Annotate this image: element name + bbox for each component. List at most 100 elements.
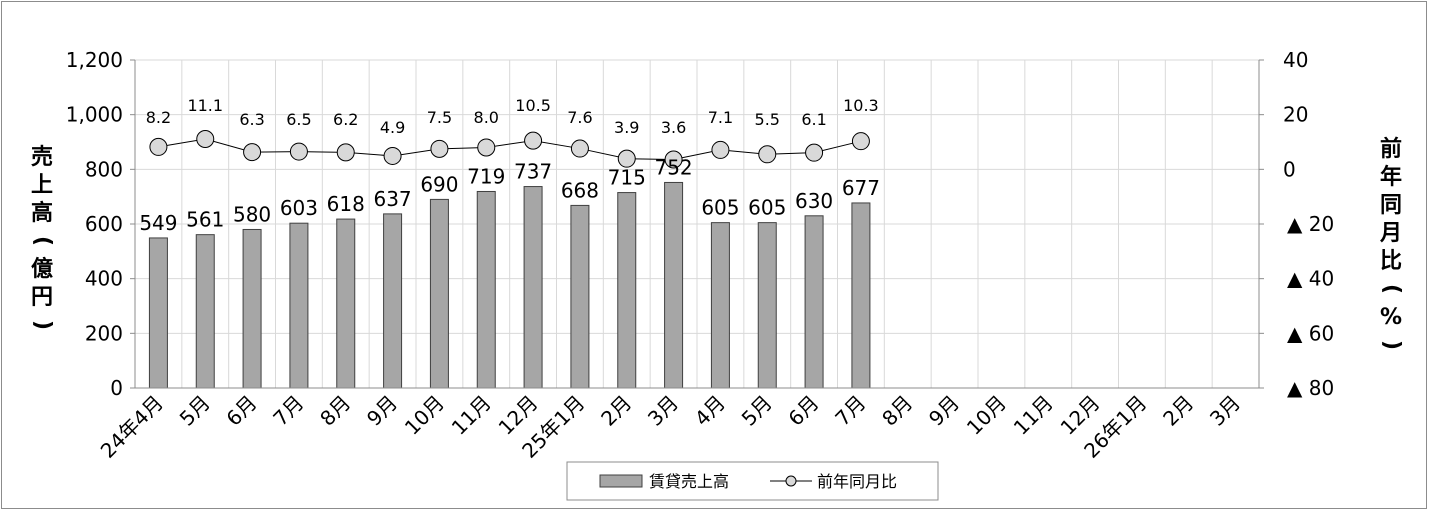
bar xyxy=(851,202,871,389)
axis-title-char: 同 xyxy=(1380,193,1402,218)
yoy-value-label: 10.5 xyxy=(515,96,551,115)
legend-line-marker xyxy=(785,475,797,487)
axis-title-char: ( xyxy=(30,236,55,246)
y2-axis-title: 前年同月比 (%) xyxy=(1379,136,1404,350)
yoy-point xyxy=(477,138,496,157)
x-tick-label: 8月 xyxy=(877,391,917,431)
x-tick-label: 7月 xyxy=(830,391,870,431)
bar-value-label: 715 xyxy=(608,166,646,190)
y2-tick-label: ▲ 60 xyxy=(1287,321,1334,345)
y2-tick-label: 40 xyxy=(1283,48,1308,72)
x-tick-label: 2月 xyxy=(596,391,636,431)
x-tick-label: 2月 xyxy=(1158,391,1198,431)
bar-value-label: 618 xyxy=(327,192,365,216)
y-tick-label: 1,200 xyxy=(66,48,123,72)
bar-value-label: 677 xyxy=(842,176,880,200)
line-series xyxy=(149,129,870,169)
yoy-point xyxy=(570,139,589,158)
axis-titles: 売上高 (億円) 前年同月比 (%) xyxy=(30,136,1404,350)
yoy-point xyxy=(805,143,824,162)
bar xyxy=(617,192,637,389)
x-tick-label: 8月 xyxy=(315,391,355,431)
yoy-value-label: 7.5 xyxy=(427,108,452,127)
yoy-value-label: 7.6 xyxy=(567,108,592,127)
y-tick-label: 600 xyxy=(85,212,123,236)
yoy-value-label: 6.1 xyxy=(801,110,826,129)
bar-value-label: 561 xyxy=(186,208,224,232)
yoy-line xyxy=(158,138,862,160)
legend: 賃貸売上高 前年同月比 xyxy=(566,461,939,501)
bar-value-label: 690 xyxy=(420,172,458,196)
yoy-point xyxy=(851,132,870,151)
yoy-point xyxy=(149,137,168,156)
x-tick-label: 11月 xyxy=(1009,391,1058,440)
x-tick-label: 9月 xyxy=(362,391,402,431)
bar-value-label: 603 xyxy=(280,196,318,220)
axis-title-char: 月 xyxy=(1379,221,1402,246)
axis-title-char: % xyxy=(1380,305,1402,330)
bar-value-label: 580 xyxy=(233,202,271,226)
yoy-value-label: 4.9 xyxy=(380,118,405,137)
yoy-value-label: 6.2 xyxy=(333,110,358,129)
y2-tick-label: 0 xyxy=(1283,157,1296,181)
yoy-point xyxy=(336,143,355,162)
bar-value-label: 719 xyxy=(467,164,505,188)
yoy-point xyxy=(243,143,262,162)
y2-tick-label: ▲ 20 xyxy=(1287,212,1334,236)
y2-tick-label: ▲ 80 xyxy=(1287,376,1334,400)
axis-title-char: 前 xyxy=(1380,136,1402,162)
x-tick-label: 3月 xyxy=(1205,391,1245,431)
bar xyxy=(148,237,168,389)
yoy-point xyxy=(617,149,636,168)
yoy-value-label: 8.2 xyxy=(146,108,171,127)
yoy-value-label: 3.9 xyxy=(614,118,639,137)
yoy-value-label: 3.6 xyxy=(661,118,686,137)
x-tick-label: 7月 xyxy=(268,391,308,431)
yoy-value-label: 6.5 xyxy=(286,110,311,129)
bar-value-label: 630 xyxy=(795,189,833,213)
bar-value-label: 668 xyxy=(561,178,599,202)
axis-title-char: 売 xyxy=(31,144,53,170)
y-axis-title: 売上高 ( 億円) xyxy=(30,144,55,330)
bar xyxy=(289,222,309,389)
bar-value-label: 605 xyxy=(701,196,739,220)
yoy-value-label: 10.3 xyxy=(843,96,879,115)
x-tick-label: 6月 xyxy=(222,391,262,431)
bar-value-label: 637 xyxy=(373,187,411,211)
axis-title-char: 上 xyxy=(31,173,53,198)
bar xyxy=(757,222,777,389)
bar-series xyxy=(148,181,871,389)
legend-bar-label: 賃貸売上高 xyxy=(649,472,729,491)
yoy-point xyxy=(196,129,215,148)
yoy-value-label: 6.3 xyxy=(239,110,264,129)
x-tick-label: 4月 xyxy=(690,391,730,431)
bar xyxy=(383,213,403,389)
bar-value-label: 605 xyxy=(748,196,786,220)
bar xyxy=(429,198,449,389)
x-tick-label: 5月 xyxy=(737,391,777,431)
yoy-point xyxy=(664,150,683,169)
axis-title-char: 億 xyxy=(31,256,53,282)
x-tick-label: 3月 xyxy=(643,391,683,431)
y-tick-label: 0 xyxy=(110,376,123,400)
yoy-value-label: 7.1 xyxy=(708,108,733,127)
yoy-value-label: 5.5 xyxy=(755,110,780,129)
axes xyxy=(130,59,1264,389)
y-tick-label: 200 xyxy=(85,321,123,345)
axis-title-char: 高 xyxy=(31,200,53,226)
y-tick-label: 800 xyxy=(85,157,123,181)
bar-value-label: 549 xyxy=(139,211,177,235)
bar xyxy=(804,215,824,389)
axis-title-char: ) xyxy=(1379,340,1404,350)
axis-title-char: 円 xyxy=(31,285,53,310)
yoy-value-label: 11.1 xyxy=(187,96,223,115)
yoy-point xyxy=(711,140,730,159)
bar xyxy=(336,218,356,389)
bar xyxy=(242,228,262,389)
legend-bar-swatch xyxy=(599,474,643,488)
bar xyxy=(195,234,215,389)
axis-title-char: ) xyxy=(30,320,55,330)
yoy-point xyxy=(430,139,449,158)
x-tick-label: 10月 xyxy=(400,391,449,440)
